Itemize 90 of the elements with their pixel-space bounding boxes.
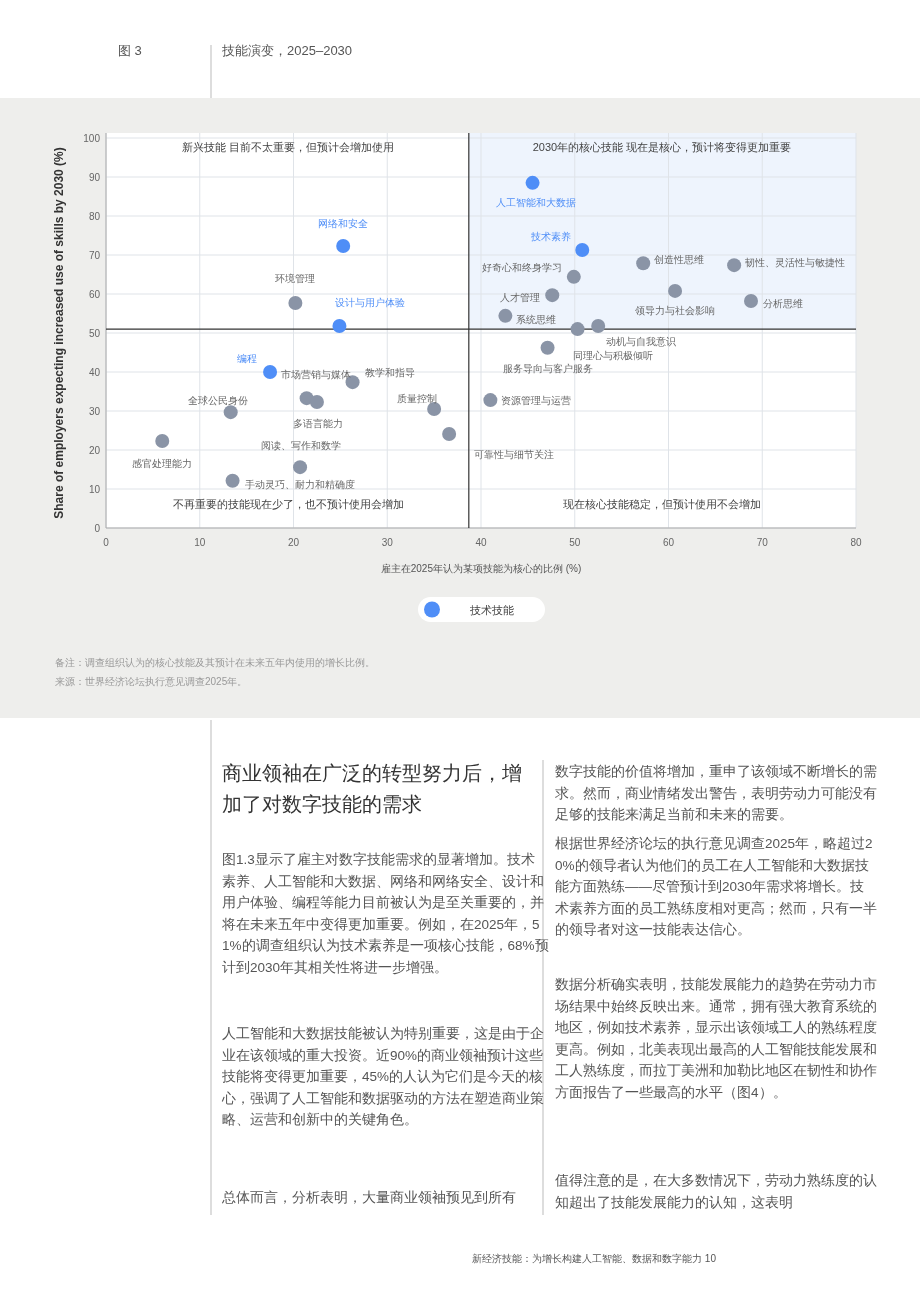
caption: 图1.3显示了雇主对数字技能需求的显著增加。技术素养、人工智能和大数据、网络和网络安全、设计和用户体验、编程等能力目前被认为是至关重要的，并将在未来五年中变得更加重要。例如，在2025年，51%的调查组织认为技术素养是一项核心技能，68%预计到2030年其相关性将进一步增强。	[221, 852, 549, 975]
text: 数据分析确实表明，技能发展能力的趋势在劳动力市场结果中始终反映出来。通常，拥有强大教育系统的地区，例如技术素养，显示出该领域工人的熟练程度更高。例如，北美表现出最高的人工智能技能发展和工人熟练度，而拉丁美洲和加勒比地区在韧性和协作方面报告了一些最高的水平（图4）。	[554, 977, 877, 1100]
text: 根据世界经济论坛的执行意见调查2025年，略超过20%的领导者认为他们的员工在人工智能和大数据技能方面熟练——尽管预计到2030年需求将增长。技术素养方面的员工熟练度相对更高；然而，只有一半的领导者对这一技能表达信心。	[555, 836, 877, 937]
text: 人工智能和大数据技能被认为特别重要，这是由于企业在该领域的重大投资。近90%的商业领袖预计这些技能将变得更加重要，45%的人认为它们是今天的核心，强调了人工智能和数据驱动的方法在塑造商业策略、运营和创新中的关键角色。	[221, 1026, 544, 1127]
y-tick-label: 30	[88, 405, 101, 417]
y-tick-label: 80	[88, 210, 101, 222]
text: 技术技能	[469, 603, 514, 616]
y-tick-label: 50	[88, 327, 101, 339]
chart-title: 技能演变，2025–2030	[221, 43, 353, 58]
point	[483, 393, 498, 408]
point	[309, 395, 324, 410]
point	[570, 322, 585, 337]
y-tick-label: 100	[83, 132, 101, 144]
annotation: 现在核心技能稳定，但预计使用不会增加	[563, 498, 761, 510]
point	[293, 460, 308, 475]
x-tick-label: 0	[103, 537, 110, 548]
point	[575, 242, 590, 257]
source-note: 来源：世界经济论坛执行意见调查2025年。	[55, 676, 248, 687]
point	[525, 175, 540, 190]
point	[288, 295, 303, 310]
annotation: 可靠性与细节关注	[474, 448, 555, 460]
point	[744, 294, 758, 309]
annotation: 质量控制	[397, 392, 438, 404]
point	[442, 427, 457, 442]
y-tick-label: 60	[88, 288, 101, 300]
point	[225, 473, 240, 488]
annotation: 系统思维	[516, 314, 557, 326]
y-tick-label: 90	[88, 171, 101, 183]
text: 总体而言，分析表明，大量商业领袖预见到所有	[221, 1190, 516, 1205]
point	[566, 269, 581, 284]
annotation: 分析思维	[763, 297, 803, 309]
annotation: 阅读、写作和数学	[261, 439, 342, 451]
point	[332, 318, 347, 333]
point	[263, 365, 278, 379]
text: 商业领袖在广泛的转型努力后，增加了对数字技能的需求	[222, 762, 522, 815]
annotation: 全球公民身份	[187, 394, 248, 406]
point	[727, 258, 742, 273]
annotation: 2030年的核心技能 现在是核心，预计将变得更加重要	[532, 141, 792, 153]
point	[540, 340, 555, 355]
x-tick-label: 10	[194, 537, 206, 548]
chart-subtitle: 图 3	[118, 43, 142, 58]
annotation: 好奇心和终身学习	[481, 262, 562, 274]
point	[427, 402, 442, 417]
annotation: 手动灵巧、耐力和精确度	[244, 479, 355, 491]
annotation: 不再重要的技能现在少了，也不预计使用会增加	[172, 498, 404, 510]
point	[336, 239, 351, 254]
annotation: 感官处理能力	[132, 457, 193, 469]
annotation: 技术素养	[530, 231, 572, 243]
x-tick-label: 20	[287, 537, 300, 548]
annotation: 多语言能力	[292, 417, 343, 429]
x-tick-label: 60	[662, 537, 675, 548]
point	[545, 288, 560, 303]
annotation: 教学和指导	[364, 366, 415, 378]
x-tick-label: 50	[569, 537, 581, 548]
annotation: 网络和安全	[318, 217, 369, 229]
x-tick-label: 70	[756, 537, 769, 548]
annotation: 韧性、灵活性与敏捷性	[745, 256, 846, 268]
point	[668, 283, 683, 298]
point	[591, 318, 606, 333]
annotation: 环境管理	[275, 273, 316, 285]
y-tick-label: 40	[88, 366, 101, 378]
annotation: 新兴技能 目前不太重要，但预计会增加使用	[181, 141, 395, 153]
point	[223, 405, 238, 420]
y-axis-title: Share of employers expecting increased use of skills by 2030 (%)	[52, 147, 66, 519]
y-tick-label: 70	[88, 249, 101, 261]
x-tick-label: 40	[475, 537, 487, 548]
annotation: 同理心与积极倾听	[572, 349, 653, 361]
annotation: 动机与自我意识	[606, 336, 677, 348]
point	[636, 256, 651, 271]
x-axis-title: 雇主在2025年认为某项技能为核心的比例 (%)	[380, 563, 582, 574]
point	[498, 308, 513, 323]
y-tick-label: 0	[94, 522, 101, 534]
y-tick-label: 10	[88, 483, 101, 495]
annotation: 市场营销与媒体	[280, 368, 351, 380]
annotation: 人工智能和大数据	[495, 197, 576, 209]
x-tick-label: 30	[381, 537, 394, 548]
annotation: 创造性思维	[654, 253, 705, 265]
annotation: 编程	[237, 352, 258, 364]
y-tick-label: 20	[88, 444, 101, 456]
annotation: 人才管理	[500, 291, 541, 303]
text: 新经济技能：为增长构建人工智能、数据和数字能力 10	[472, 1253, 717, 1264]
x-tick-label: 80	[850, 537, 862, 548]
annotation: 设计与用户体验	[335, 297, 406, 309]
annotation: 领导力与社会影响	[635, 305, 716, 317]
annotation: 资源管理与运营	[501, 394, 572, 406]
point	[155, 434, 170, 449]
text: 数字技能的价值将增加，重申了该领域不断增长的需求。然而，商业情绪发出警告，表明劳动力可能没有足够的技能来满足当前和未来的需要。	[555, 764, 877, 822]
text: 备注：调查组织认为的核心技能及其预计在未来五年内使用的增长比例。	[55, 657, 375, 668]
annotation: 服务导向与客户服务	[502, 363, 593, 375]
text: 值得注意的是，在大多数情况下，劳动力熟练度的认知超出了技能发展能力的认知，这表明	[555, 1173, 877, 1210]
